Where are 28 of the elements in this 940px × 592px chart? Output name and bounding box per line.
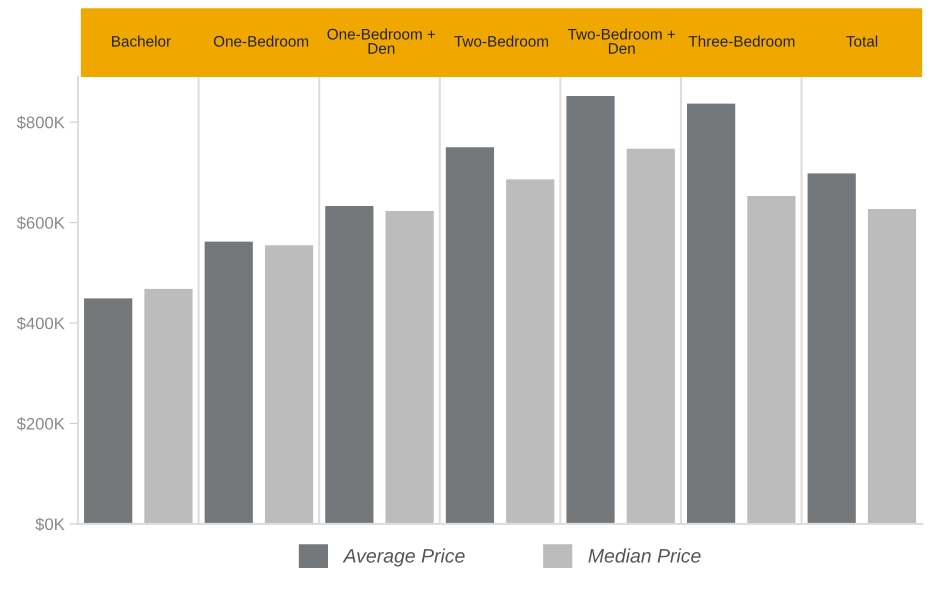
bar [626,148,675,524]
bar [446,147,494,524]
bar [84,298,132,524]
x-tick-label: One-Bedroom + Den [327,28,436,54]
y-tick-label: $0K [35,518,65,532]
x-tick-label: One-Bedroom [214,36,308,47]
x-tick-label: Bachelor [112,36,171,47]
bar [144,288,193,524]
x-tick-label: Two-Bedroom + Den [568,28,676,54]
bar [264,245,314,524]
x-tick-label: Three-Bedroom [688,36,794,47]
bar [808,173,856,524]
bar [686,104,736,524]
bar [506,179,554,524]
bar [747,196,796,524]
bar [325,206,374,524]
x-tick-label: Two-Bedroom [454,36,548,47]
legend-label: Average Price [342,548,465,567]
bar [386,211,434,524]
bar [566,96,615,524]
legend-label: Median Price [588,548,701,563]
y-tick-label: $600K [16,216,65,230]
bar [868,209,916,524]
bar [204,242,253,524]
y-tick-label: $800K [16,116,65,130]
y-tick-label: $200K [16,417,65,431]
x-tick-label: Total [846,36,878,47]
y-tick-label: $400K [16,316,65,330]
